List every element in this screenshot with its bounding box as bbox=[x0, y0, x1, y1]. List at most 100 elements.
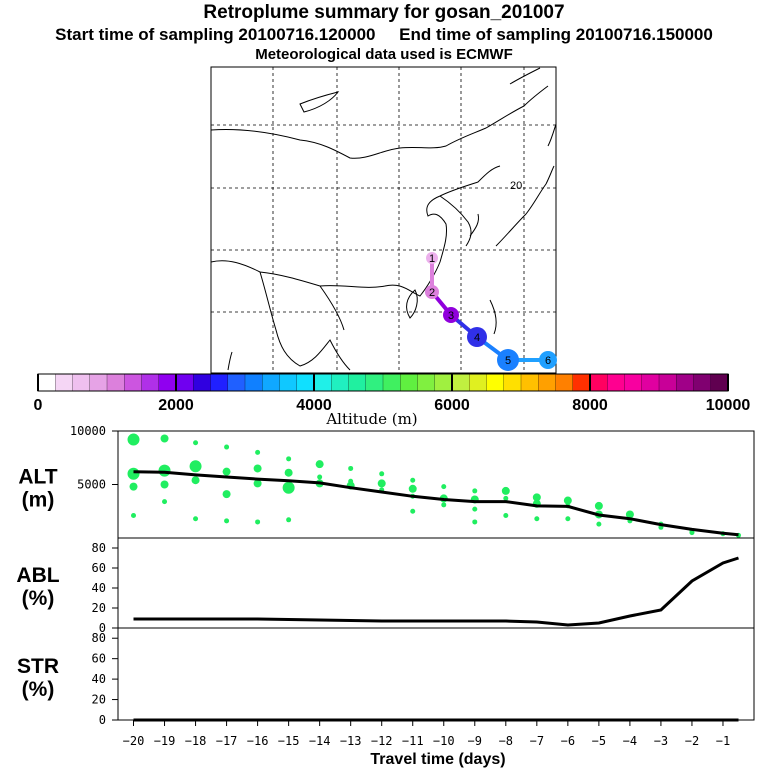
colorbar-tick-label: 0 bbox=[34, 397, 43, 414]
scatter-point bbox=[253, 479, 262, 488]
scatter-point bbox=[193, 440, 199, 446]
y-tick-label: 60 bbox=[92, 561, 106, 575]
colorbar-cell bbox=[589, 373, 608, 392]
end-time-label: End time of sampling 20100716.150000 bbox=[399, 25, 713, 44]
scatter-point bbox=[222, 490, 231, 499]
y-tick-label: 10000 bbox=[70, 424, 106, 438]
scatter-point bbox=[534, 516, 540, 522]
x-tick-label: −16 bbox=[247, 734, 269, 748]
scatter-point bbox=[284, 468, 293, 477]
x-tick-label: −12 bbox=[371, 734, 393, 748]
colorbar-cell bbox=[693, 373, 712, 392]
scatter-point bbox=[596, 521, 602, 527]
x-tick-label: −2 bbox=[685, 734, 699, 748]
scatter-point bbox=[158, 464, 171, 477]
scatter-point bbox=[441, 484, 447, 490]
y-tick-label: 0 bbox=[99, 621, 106, 635]
x-tick-label: −19 bbox=[154, 734, 176, 748]
colorbar-cell bbox=[520, 373, 539, 392]
colorbar-cell bbox=[624, 373, 643, 392]
series-line bbox=[133, 470, 739, 537]
track-day-label: 3 bbox=[448, 310, 454, 322]
colorbar-cell bbox=[607, 373, 626, 392]
colorbar-cell bbox=[434, 373, 453, 392]
scatter-point bbox=[255, 449, 261, 455]
track-day-label: 5 bbox=[505, 355, 511, 367]
y-axis-unit: (%) bbox=[22, 678, 55, 701]
scatter-point bbox=[193, 516, 199, 522]
colorbar-cell bbox=[124, 373, 143, 392]
x-tick-label: −13 bbox=[340, 734, 362, 748]
scatter-point bbox=[224, 518, 230, 524]
colorbar-cell bbox=[538, 373, 557, 392]
y-tick-label: 0 bbox=[99, 713, 106, 727]
scatter-point bbox=[410, 508, 416, 514]
scatter-point bbox=[503, 513, 509, 519]
scatter-point bbox=[286, 456, 292, 462]
colorbar-cells bbox=[37, 373, 729, 392]
panel-frame bbox=[117, 430, 755, 539]
y-tick-label: 5000 bbox=[77, 478, 106, 492]
plume-track: 1 2 3 4 5 6 bbox=[425, 252, 557, 371]
scatter-point bbox=[563, 496, 572, 505]
scatter-point bbox=[127, 467, 140, 480]
panel-frame bbox=[117, 537, 755, 629]
y-tick-label: 80 bbox=[92, 631, 106, 645]
x-tick-label: −8 bbox=[499, 734, 513, 748]
scatter-point bbox=[441, 502, 447, 508]
scatter-point bbox=[222, 467, 231, 476]
x-tick-label: −1 bbox=[716, 734, 730, 748]
x-tick-label: −15 bbox=[278, 734, 300, 748]
colorbar-cell bbox=[279, 373, 298, 392]
colorbar-cell bbox=[175, 373, 194, 392]
colorbar-tick-label: 8000 bbox=[572, 397, 608, 414]
scatter-point bbox=[472, 506, 478, 512]
panel-alt: 5000 10000 ALT(m) bbox=[18, 424, 755, 539]
map-coastlines bbox=[210, 67, 557, 371]
x-tick-label: −6 bbox=[561, 734, 575, 748]
track-day-label: 6 bbox=[545, 355, 551, 367]
scatter-point bbox=[689, 530, 695, 536]
y-tick-label: 80 bbox=[92, 541, 106, 555]
track-day-label: 4 bbox=[474, 332, 480, 344]
scatter-point bbox=[160, 480, 169, 489]
x-axis-label: Travel time (days) bbox=[370, 751, 505, 768]
track-point bbox=[443, 307, 459, 323]
map-frame bbox=[210, 66, 557, 374]
scatter-point bbox=[410, 477, 416, 483]
track-point bbox=[426, 252, 438, 264]
scatter-point bbox=[503, 495, 509, 501]
y-axis-unit: (%) bbox=[22, 587, 55, 610]
colorbar-cell bbox=[710, 373, 729, 392]
track-point bbox=[539, 351, 557, 369]
scatter-point bbox=[594, 501, 603, 510]
colorbar-cell bbox=[55, 373, 74, 392]
colorbar-cell bbox=[89, 373, 108, 392]
colorbar-tick-label: 6000 bbox=[434, 397, 470, 414]
page-title: Retroplume summary for gosan_201007 bbox=[203, 2, 565, 23]
start-time-label: Start time of sampling 20100716.120000 bbox=[55, 25, 376, 44]
scatter-point bbox=[377, 479, 386, 488]
x-tick-label: −3 bbox=[654, 734, 668, 748]
panel-abl: 0 20 40 60 80 ABL(%) bbox=[16, 537, 755, 635]
colorbar-label: Altitude (m) bbox=[325, 410, 417, 428]
x-tick-label: −5 bbox=[592, 734, 606, 748]
colorbar-cell bbox=[400, 373, 419, 392]
scatter-point bbox=[501, 486, 510, 495]
scatter-point bbox=[282, 481, 295, 494]
x-tick-label: −7 bbox=[530, 734, 544, 748]
colorbar-cell bbox=[382, 373, 401, 392]
map-panel: 20 1 2 3 4 5 6 bbox=[210, 66, 557, 374]
x-tick-label: −10 bbox=[433, 734, 455, 748]
colorbar-cell bbox=[313, 373, 332, 392]
track-day-label: 2 bbox=[429, 287, 435, 299]
x-tick-label: −18 bbox=[185, 734, 207, 748]
track-point bbox=[425, 285, 439, 299]
scatter-point bbox=[224, 444, 230, 450]
colorbar-cell bbox=[641, 373, 660, 392]
track-point bbox=[467, 327, 487, 347]
series-line bbox=[133, 556, 739, 627]
altitude-colorbar: 0 2000 4000 6000 8000 10000 Altitude (m) bbox=[34, 373, 750, 428]
